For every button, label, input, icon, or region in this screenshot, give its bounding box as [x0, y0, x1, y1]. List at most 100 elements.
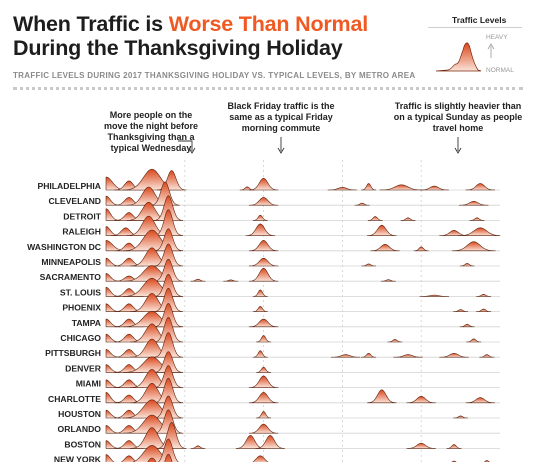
traffic-area-peak: [164, 453, 173, 462]
traffic-area-peak: [252, 350, 268, 358]
traffic-area-peak: [380, 279, 396, 282]
legend-heavy-label: HEAVY: [486, 34, 508, 41]
traffic-area-peak: [120, 455, 138, 462]
metro-label: BOSTON: [64, 439, 101, 449]
metro-row: MINNEAPOLIS: [41, 243, 500, 267]
traffic-area-peak: [248, 257, 279, 267]
traffic-area-peak: [453, 415, 469, 419]
traffic-area-peak: [330, 354, 361, 358]
title-line-2: During the Thanksgiving Holiday: [13, 36, 343, 60]
traffic-area-peak: [105, 425, 121, 434]
traffic-area-peak: [105, 440, 121, 449]
traffic-area-peak: [147, 457, 157, 462]
traffic-area-peak: [105, 333, 121, 343]
legend-title: Traffic Levels: [452, 15, 507, 25]
legend-normal-label: NORMAL: [486, 67, 514, 74]
metro-label: RALEIGH: [62, 227, 101, 237]
traffic-area-peak: [256, 411, 272, 419]
traffic-area-peak: [459, 263, 475, 267]
traffic-area-peak: [248, 267, 279, 282]
metro-label: TAMPA: [72, 318, 101, 328]
traffic-area-peak: [451, 241, 496, 252]
metro-row: CLEVELAND: [48, 181, 500, 206]
traffic-area-peak: [105, 273, 121, 282]
traffic-area-peak: [256, 335, 272, 343]
metro-row: DETROIT: [63, 195, 500, 221]
annotation-black-friday: Black Friday traffic is the same as a ty…: [227, 101, 335, 133]
metro-label: SACRAMENTO: [40, 272, 102, 282]
traffic-area-peak: [153, 287, 184, 312]
traffic-area-peak: [252, 289, 268, 297]
traffic-area-peak: [153, 258, 184, 282]
dotted-divider: [13, 87, 523, 90]
traffic-area-peak: [157, 438, 179, 462]
traffic-area-peak: [367, 216, 383, 221]
metro-label: MINNEAPOLIS: [41, 257, 101, 267]
metro-label: ST. LOUIS: [60, 287, 101, 297]
metro-label: PITTSBURGH: [45, 348, 101, 358]
traffic-area-peak: [223, 279, 239, 282]
metro-label: DETROIT: [63, 211, 101, 221]
traffic-area-peak: [153, 351, 184, 373]
annotation-sunday: Traffic is slightly heavier than on a ty…: [393, 101, 523, 133]
metro-label: CLEVELAND: [48, 196, 101, 206]
traffic-area-peak: [105, 257, 121, 267]
traffic-area-peak: [105, 409, 121, 419]
traffic-area-peak: [105, 392, 121, 404]
annotation-arrowhead-3: [454, 147, 462, 154]
title-prefix: When Traffic is: [13, 12, 169, 36]
chart-title: When Traffic is Worse Than Normal During…: [13, 12, 368, 60]
traffic-area-peak: [190, 278, 206, 282]
traffic-area-peak: [105, 303, 121, 312]
metro-label: DENVER: [65, 363, 102, 373]
traffic-area-peak: [190, 445, 206, 449]
traffic-area-peak: [153, 332, 184, 358]
title-accent: Worse Than Normal: [168, 12, 368, 36]
legend-arrow-head: [487, 43, 495, 50]
traffic-area-peak: [248, 375, 279, 388]
traffic-area-peak: [458, 227, 501, 236]
legend-area-shape: [435, 42, 482, 72]
traffic-area-peak: [459, 323, 475, 328]
metro-row: ORLANDO: [58, 409, 500, 434]
metro-row: HOUSTON: [58, 395, 500, 419]
metro-label: CHARLOTTE: [48, 394, 101, 404]
traffic-area-peak: [476, 308, 492, 312]
traffic-area-peak: [248, 392, 279, 404]
traffic-area-peak: [252, 214, 268, 221]
traffic-area-peak: [387, 339, 403, 343]
traffic-area-peak: [354, 202, 370, 206]
traffic-area-peak: [153, 209, 184, 236]
legend-sample-area: [435, 42, 495, 72]
traffic-area-peak: [105, 364, 121, 373]
traffic-area-peak: [153, 317, 184, 343]
traffic-area-peak: [105, 195, 121, 206]
metro-label: PHILADELPHIA: [37, 181, 101, 191]
annotation-arrows: [178, 137, 462, 154]
metro-row: CHARLOTTE: [48, 377, 500, 404]
metro-label: HOUSTON: [58, 409, 101, 419]
traffic-area-peak: [361, 183, 377, 191]
traffic-area-peak: [153, 365, 184, 388]
traffic-area-peak: [105, 379, 121, 388]
title-line-1: When Traffic is Worse Than Normal: [13, 12, 368, 36]
metro-label: ORLANDO: [58, 424, 102, 434]
traffic-area-peak: [367, 224, 397, 236]
metro-row: TAMPA: [72, 303, 500, 328]
traffic-area-peak: [153, 303, 184, 328]
metro-label: CHICAGO: [60, 333, 101, 343]
metro-label: NEW YORK: [54, 455, 102, 462]
traffic-area-peak: [153, 395, 184, 419]
metro-row: PHILADELPHIA: [37, 168, 500, 191]
traffic-area-peak: [153, 195, 184, 221]
traffic-area-peak: [466, 338, 482, 343]
annotation-wednesday: More people on the move the night before…: [103, 110, 198, 153]
traffic-area-peak: [406, 442, 436, 449]
traffic-area-peak: [153, 243, 184, 267]
traffic-area-peak: [105, 349, 121, 358]
metro-row: LOS ANGELES: [147, 453, 173, 462]
traffic-area-peak: [367, 389, 397, 404]
traffic-area-peak: [465, 397, 496, 404]
